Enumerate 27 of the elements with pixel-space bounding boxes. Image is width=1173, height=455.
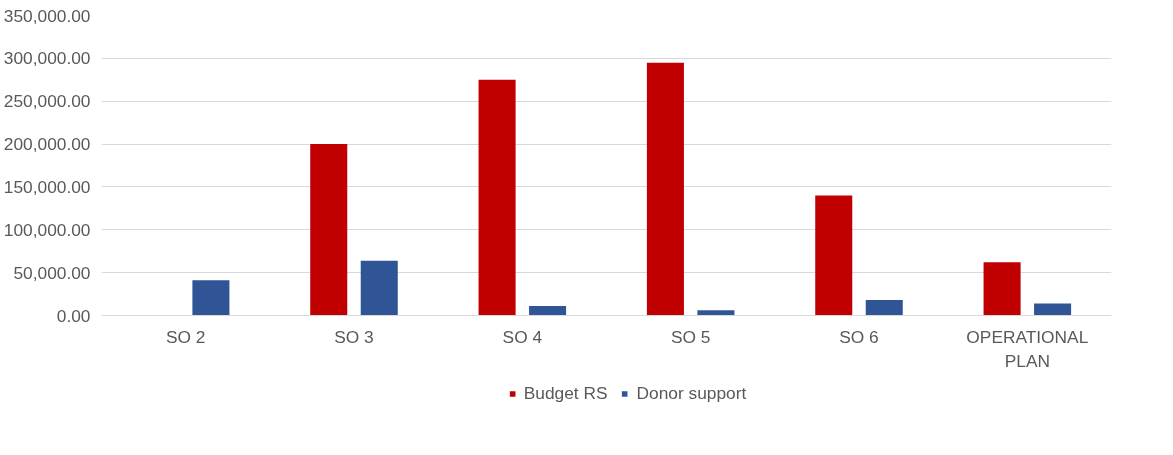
y-tick-label: 350,000.00 bbox=[3, 5, 91, 26]
y-tick-label: 200,000.00 bbox=[3, 134, 91, 155]
bar bbox=[1034, 303, 1072, 316]
bar bbox=[697, 310, 735, 316]
x-tick-label: SO 2 bbox=[165, 326, 206, 347]
x-tick-label: SO 4 bbox=[502, 326, 543, 347]
bar bbox=[192, 280, 230, 316]
x-tick-label: OPERATIONAL PLAN bbox=[966, 326, 1089, 371]
bar bbox=[865, 300, 903, 316]
bar bbox=[478, 79, 516, 316]
x-tick-label: SO 6 bbox=[839, 326, 879, 347]
x-tick-label: SO 3 bbox=[334, 326, 374, 347]
legend-label: Donor support bbox=[636, 382, 747, 404]
legend-label: Budget RS bbox=[523, 382, 608, 404]
bar bbox=[646, 62, 684, 316]
x-tick-label: SO 5 bbox=[670, 326, 711, 347]
y-tick-label: 50,000.00 bbox=[13, 262, 91, 283]
y-tick-label: 250,000.00 bbox=[3, 91, 91, 112]
bar bbox=[529, 306, 567, 316]
bar bbox=[360, 260, 398, 316]
bar bbox=[983, 262, 1021, 316]
y-tick-label: 150,000.00 bbox=[3, 176, 91, 197]
bar bbox=[815, 195, 853, 316]
y-tick-label: 0.00 bbox=[56, 305, 91, 326]
bar bbox=[310, 144, 348, 316]
y-tick-label: 300,000.00 bbox=[3, 48, 91, 69]
y-tick-label: 100,000.00 bbox=[3, 219, 91, 240]
